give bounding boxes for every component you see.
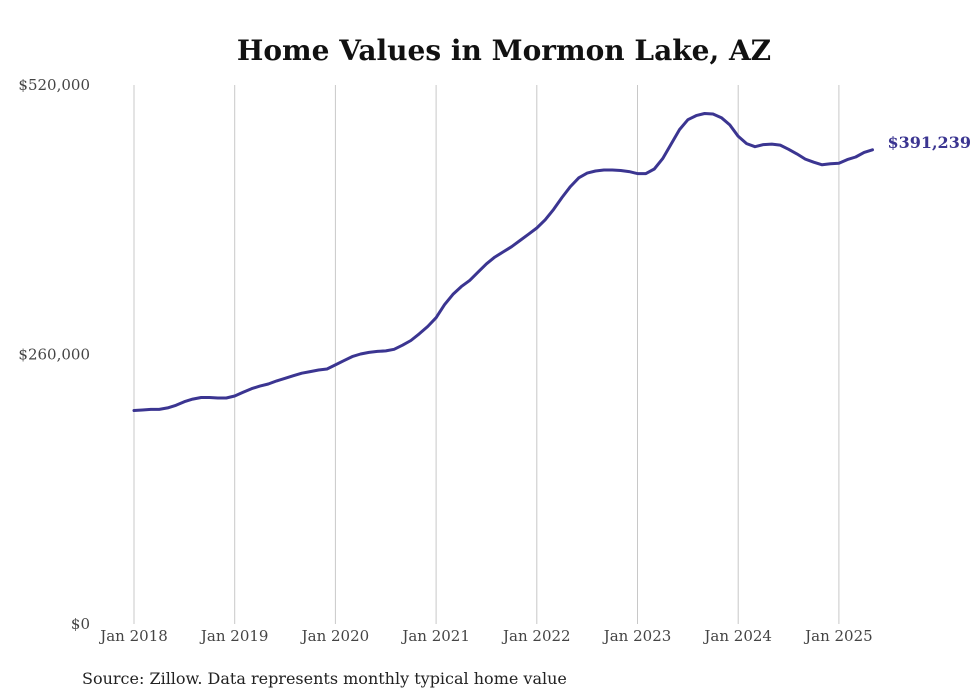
x-tick-label: Jan 2020	[300, 627, 370, 645]
x-tick-label: Jan 2022	[501, 627, 571, 645]
x-tick-label: Jan 2018	[98, 627, 168, 645]
grid-lines	[133, 85, 840, 624]
x-tick-label: Jan 2025	[803, 627, 873, 645]
y-tick-label: $0	[71, 615, 90, 633]
x-tick-label: Jan 2019	[199, 627, 269, 645]
x-axis-ticks: Jan 2018 Jan 2019 Jan 2020 Jan 2021 Jan 2022…	[98, 627, 872, 645]
source-note: Source: Zillow. Data represents monthly …	[82, 669, 567, 688]
x-tick-label: Jan 2021	[400, 627, 470, 645]
y-axis-ticks: $520,000 $260,000 $0	[18, 76, 90, 633]
x-tick-label: Jan 2024	[702, 627, 772, 645]
end-value-label: $391,239	[887, 133, 971, 152]
series-line	[132, 112, 874, 412]
y-tick-label: $260,000	[18, 346, 90, 364]
y-tick-label: $520,000	[18, 76, 90, 94]
chart-title: Home Values in Mormon Lake, AZ	[237, 34, 771, 67]
x-tick-label: Jan 2023	[602, 627, 672, 645]
